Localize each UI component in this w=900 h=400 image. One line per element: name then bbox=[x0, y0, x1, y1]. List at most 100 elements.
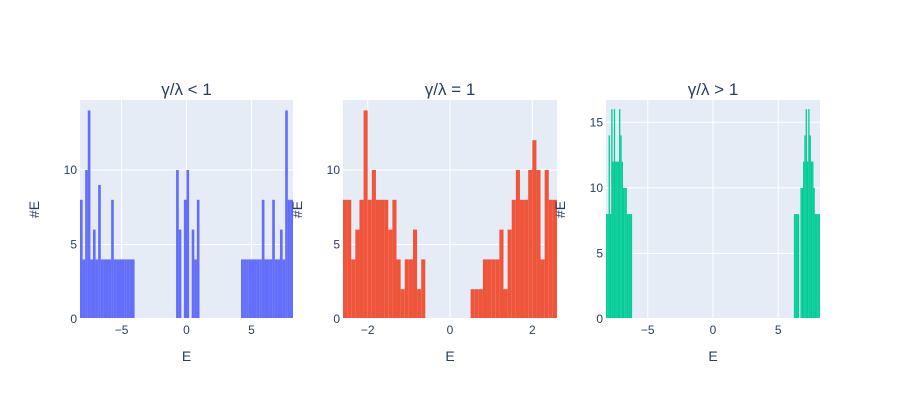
x-axis-title: E bbox=[708, 348, 717, 364]
histogram-bar bbox=[400, 289, 405, 319]
bars bbox=[80, 110, 293, 319]
histogram-bar bbox=[90, 259, 94, 319]
histogram-bar bbox=[519, 199, 525, 319]
histogram-bar bbox=[810, 161, 813, 319]
histogram-bar bbox=[491, 259, 496, 319]
histogram-bar bbox=[808, 109, 810, 319]
histogram-bar bbox=[511, 199, 516, 319]
histogram-bar bbox=[396, 259, 401, 319]
x-axis-title: E bbox=[445, 348, 454, 364]
x-tick-label: 5 bbox=[775, 323, 782, 337]
histogram-bar bbox=[607, 214, 609, 319]
histogram-bar bbox=[621, 161, 623, 319]
histogram-bar bbox=[487, 259, 492, 319]
histogram-bar bbox=[176, 170, 179, 319]
histogram-bar bbox=[178, 229, 182, 319]
histogram-bar bbox=[812, 161, 814, 319]
subplot-title: γ/λ = 1 bbox=[425, 80, 476, 99]
histogram-bar bbox=[351, 259, 356, 319]
histogram-bar bbox=[544, 170, 549, 319]
histogram-bar bbox=[624, 187, 626, 319]
histogram-bar bbox=[816, 214, 818, 319]
histogram-bar bbox=[343, 199, 348, 319]
histogram-bar bbox=[129, 259, 132, 319]
histogram-bar bbox=[124, 259, 127, 319]
histogram-bar bbox=[809, 135, 811, 319]
histogram-bar bbox=[613, 109, 616, 319]
histogram-bar bbox=[804, 135, 806, 319]
histogram-bar bbox=[116, 259, 119, 319]
histogram-bar bbox=[359, 199, 364, 319]
histogram-bar bbox=[279, 229, 283, 319]
histogram-bar bbox=[126, 259, 130, 319]
histogram-bar bbox=[478, 289, 483, 319]
histogram-bar bbox=[482, 259, 488, 319]
histogram-bar bbox=[615, 161, 617, 319]
y-tick-label: 0 bbox=[70, 312, 77, 326]
histogram-bar bbox=[248, 259, 252, 319]
histogram-bar bbox=[105, 259, 109, 319]
histogram-bar bbox=[243, 259, 247, 319]
histogram-bar bbox=[606, 214, 608, 319]
bars bbox=[606, 109, 820, 319]
histogram-bar bbox=[617, 161, 620, 319]
histogram-bar bbox=[552, 199, 557, 319]
histogram-bar bbox=[536, 170, 541, 319]
histogram-bar bbox=[796, 214, 798, 319]
histogram-bar bbox=[470, 289, 475, 319]
histogram-bar bbox=[246, 259, 249, 319]
histogram-bar bbox=[793, 214, 796, 319]
histogram-bar bbox=[515, 170, 520, 319]
histogram-bar bbox=[813, 187, 815, 319]
histogram-bar bbox=[805, 109, 807, 319]
y-tick-label: 10 bbox=[327, 163, 341, 177]
histogram-bar bbox=[620, 135, 622, 319]
histogram-bar bbox=[272, 199, 275, 319]
histogram-bar bbox=[241, 259, 244, 319]
x-tick-label: −5 bbox=[115, 323, 129, 337]
subplot-title: γ/λ < 1 bbox=[161, 80, 212, 99]
histogram-bar bbox=[619, 109, 621, 319]
histogram-bar bbox=[797, 214, 800, 319]
histogram-bar bbox=[282, 259, 286, 319]
y-axis-title: #E bbox=[289, 201, 305, 218]
histogram-bar bbox=[196, 199, 200, 319]
histogram-bar bbox=[121, 259, 125, 319]
histogram-bar bbox=[183, 199, 187, 319]
histogram-bar bbox=[367, 199, 372, 319]
y-tick-label: 15 bbox=[590, 115, 604, 129]
x-axis-title: E bbox=[182, 348, 191, 364]
histogram-bar bbox=[612, 161, 614, 319]
histogram-bar bbox=[800, 187, 802, 319]
x-tick-label: 0 bbox=[447, 323, 454, 337]
subplot-3: γ/λ > 1 −5 0 5 0 5 10 15 E #E bbox=[552, 80, 820, 364]
histogram-bar bbox=[392, 199, 397, 319]
histogram-bar bbox=[82, 259, 86, 319]
histogram-bar bbox=[259, 259, 262, 319]
histogram-bar bbox=[528, 170, 533, 319]
histogram-bar bbox=[814, 214, 817, 319]
histogram-bar bbox=[818, 214, 820, 319]
x-tick-label: 2 bbox=[529, 323, 536, 337]
histogram-bar bbox=[495, 259, 500, 319]
histogram-bar bbox=[98, 184, 101, 319]
histogram-bar bbox=[285, 110, 288, 319]
histogram-bar bbox=[548, 199, 553, 319]
histogram-bar bbox=[625, 187, 627, 319]
histogram-bar bbox=[111, 199, 114, 319]
histogram-bar bbox=[87, 110, 91, 319]
histogram-bar bbox=[80, 199, 83, 319]
histogram-bar bbox=[85, 170, 88, 319]
y-tick-label: 5 bbox=[596, 246, 603, 260]
subplot-2: γ/λ = 1 −2 0 2 0 5 10 E #E bbox=[289, 80, 557, 364]
histogram-bar bbox=[421, 259, 426, 319]
histogram-bar bbox=[412, 229, 418, 319]
histogram-bar bbox=[524, 199, 529, 319]
histogram-bar bbox=[194, 259, 197, 319]
histogram-bar bbox=[628, 214, 630, 319]
y-axis-title: #E bbox=[26, 201, 42, 218]
histogram-bar bbox=[290, 199, 293, 319]
x-tick-label: −5 bbox=[641, 323, 655, 337]
histogram-bar bbox=[269, 259, 273, 319]
histogram-bar bbox=[417, 289, 422, 319]
